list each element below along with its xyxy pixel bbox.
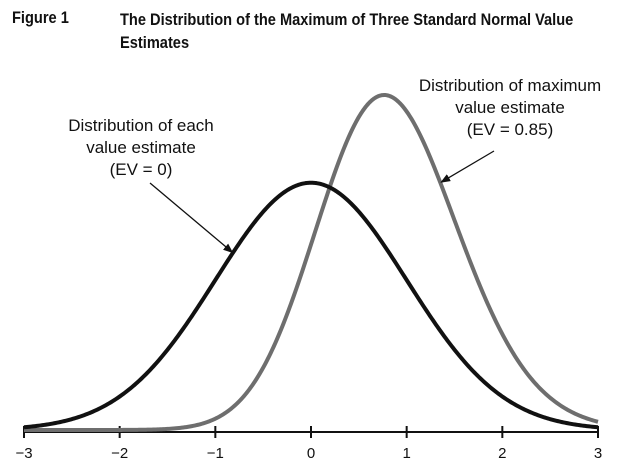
x-tick-label: −2 [111,445,128,462]
annotation-arrow-max [440,150,495,183]
series-line-each [23,180,599,430]
figure-title: The Distribution of the Maximum of Three… [120,10,574,52]
x-tick-label: 0 [307,445,315,462]
x-tick-label: 1 [402,445,410,462]
x-tick-label: −1 [207,445,224,462]
annotation-each-line-2: (EV = 0) [110,160,173,179]
plot-curves [23,92,599,432]
x-axis-ticks: −3 −2 −1 0 1 2 3 [15,426,602,462]
annotation-each-line-0: Distribution of each [68,116,214,135]
series-line-max [23,92,599,432]
figure-label: Figure 1 [12,8,69,27]
annotation-each-line-1: value estimate [86,138,196,157]
x-tick-label: −3 [15,445,32,462]
x-tick-label: 3 [594,445,602,462]
annotation-max-line-0: Distribution of maximum [419,76,601,95]
annotation-max-line-2: (EV = 0.85) [467,120,553,139]
annotation-max-line-1: value estimate [455,98,565,117]
plot-annotations: Distribution of each value estimate (EV = … [68,76,601,254]
x-tick-label: 2 [498,445,506,462]
annotation-arrow-each [149,182,234,254]
